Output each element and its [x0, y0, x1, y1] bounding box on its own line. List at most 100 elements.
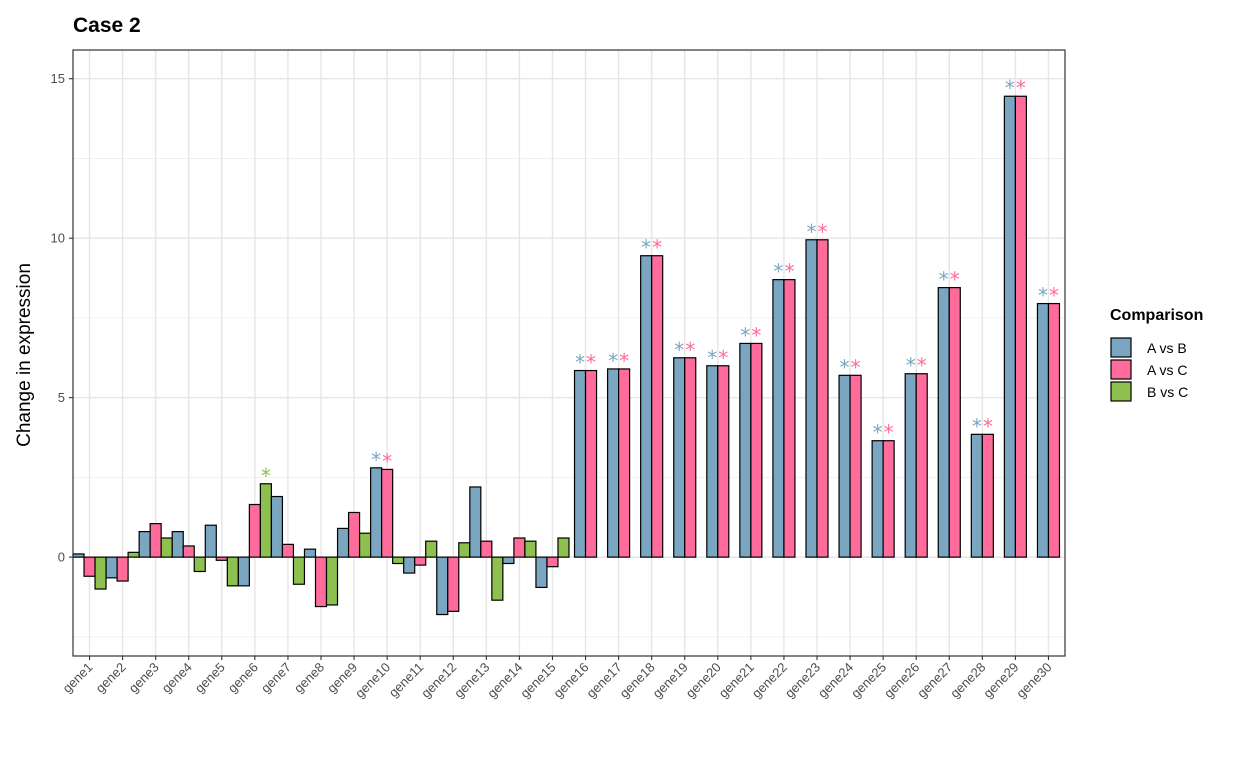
- x-tick-label: gene17: [583, 660, 624, 701]
- bar-a-vs-b-gene20: [706, 365, 719, 558]
- significance-star: *: [674, 338, 684, 362]
- x-tick-label: gene19: [650, 660, 691, 701]
- significance-star: *: [586, 351, 596, 375]
- bar-a-vs-c-gene8: [314, 556, 328, 608]
- bar-b-vs-c-gene5: [226, 556, 239, 587]
- significance-star: *: [906, 354, 916, 378]
- bar-a-vs-b-gene11: [403, 556, 416, 574]
- x-tick-label: gene20: [683, 660, 724, 701]
- significance-star: *: [652, 236, 662, 260]
- bar-a-vs-c-gene3: [149, 523, 162, 558]
- bar-b-vs-c-gene2: [127, 551, 140, 558]
- x-tick-label: gene1: [59, 660, 95, 696]
- plot-area: ** ** * * ** ** * * ** ** ** ** ** ** ** ** ** ** *051015g…: [51, 49, 1066, 701]
- bar-a-vs-b-gene4: [171, 531, 184, 558]
- bar-a-vs-b-gene8: [303, 548, 317, 558]
- bar-a-vs-b-gene22: [772, 279, 785, 558]
- bar-b-vs-c-gene15: [557, 537, 570, 558]
- x-tick-label: gene12: [418, 660, 459, 701]
- bar-b-vs-c-gene4: [193, 556, 206, 573]
- bar-a-vs-c-gene23: [816, 239, 829, 558]
- bar-a-vs-c-gene7: [281, 543, 295, 558]
- bar-a-vs-b-gene2: [105, 556, 118, 579]
- x-tick-label: gene5: [192, 660, 228, 696]
- significance-star: *: [751, 323, 761, 347]
- x-tick-label: gene25: [848, 660, 889, 701]
- legend-label: A vs C: [1147, 362, 1187, 378]
- bar-b-vs-c-gene7: [292, 556, 306, 585]
- bar-a-vs-b-gene27: [937, 287, 950, 558]
- chart-title: Case 2: [73, 14, 141, 37]
- bar-a-vs-c-gene5: [215, 556, 228, 561]
- x-tick-label: gene21: [716, 660, 757, 701]
- x-tick-label: gene18: [616, 660, 657, 701]
- x-tick-label: gene28: [947, 660, 988, 701]
- legend-key: [1110, 381, 1132, 402]
- bar-a-vs-b-gene29: [1003, 95, 1016, 558]
- significance-star: *: [371, 448, 381, 472]
- bar-a-vs-c-gene16: [584, 369, 598, 558]
- bar-a-vs-c-gene9: [347, 511, 361, 558]
- bar-a-vs-c-gene24: [849, 374, 862, 558]
- bar-a-vs-b-gene6: [237, 556, 250, 587]
- x-tick-label: gene3: [126, 660, 162, 696]
- bar-a-vs-b-gene9: [336, 527, 350, 558]
- x-tick-label: gene10: [352, 660, 393, 701]
- bar-a-vs-b-gene12: [436, 556, 449, 616]
- y-tick-label: 10: [51, 231, 65, 246]
- bar-a-vs-c-gene11: [414, 556, 427, 566]
- bar-a-vs-b-gene16: [573, 369, 587, 558]
- legend-key: [1110, 359, 1132, 380]
- legend-key: [1110, 337, 1132, 358]
- significance-star: *: [619, 349, 629, 373]
- bar-a-vs-c-gene25: [882, 440, 895, 558]
- bar-a-vs-c-gene19: [684, 357, 697, 558]
- bar-a-vs-c-gene6: [248, 503, 261, 558]
- legend-label: A vs B: [1147, 340, 1187, 356]
- bar-a-vs-b-gene5: [204, 524, 217, 558]
- bar-a-vs-c-gene13: [480, 540, 493, 558]
- bar-b-vs-c-gene6: [259, 483, 272, 558]
- legend: Comparison A vs B A vs C B vs C: [1110, 307, 1203, 402]
- significance-star: *: [917, 354, 927, 378]
- bar-a-vs-c-gene29: [1014, 95, 1028, 558]
- significance-star: *: [784, 260, 794, 284]
- legend-label: B vs C: [1147, 384, 1188, 400]
- x-tick-label: gene27: [914, 660, 955, 701]
- significance-star: *: [261, 464, 271, 488]
- bar-b-vs-c-gene14: [524, 540, 537, 558]
- bar-a-vs-c-gene26: [915, 373, 928, 558]
- significance-star: *: [773, 260, 783, 284]
- significance-star: *: [575, 351, 585, 375]
- x-tick-label: gene8: [291, 660, 327, 696]
- bar-a-vs-c-gene18: [651, 255, 664, 558]
- bar-a-vs-b-gene14: [502, 556, 515, 565]
- significance-star: *: [950, 268, 960, 292]
- significance-star: *: [851, 355, 861, 379]
- significance-star: *: [685, 338, 695, 362]
- significance-star: *: [1016, 76, 1026, 100]
- x-tick-label: gene11: [386, 660, 427, 701]
- significance-star: *: [939, 268, 949, 292]
- y-tick-label: 5: [58, 390, 65, 405]
- significance-star: *: [806, 220, 816, 244]
- significance-star: *: [884, 421, 894, 445]
- significance-star: *: [1049, 284, 1059, 308]
- x-tick-label: gene7: [258, 660, 294, 696]
- x-tick-label: gene22: [749, 660, 790, 701]
- y-axis-label: Change in expression: [14, 263, 35, 447]
- significance-star: *: [840, 355, 850, 379]
- bar-b-vs-c-gene10: [392, 556, 405, 565]
- x-tick-label: gene15: [517, 660, 558, 701]
- bar-a-vs-c-gene10: [381, 468, 394, 558]
- bar-a-vs-b-gene7: [270, 495, 284, 558]
- significance-star: *: [1005, 76, 1015, 100]
- bar-a-vs-b-gene1: [72, 553, 85, 558]
- significance-star: *: [740, 323, 750, 347]
- bar-a-vs-c-gene12: [447, 556, 460, 612]
- x-tick-label: gene13: [451, 660, 492, 701]
- bar-a-vs-b-gene17: [606, 368, 620, 558]
- bar-a-vs-b-gene19: [673, 357, 686, 558]
- bar-a-vs-c-gene14: [513, 537, 526, 558]
- legend-title: Comparison: [1110, 307, 1203, 324]
